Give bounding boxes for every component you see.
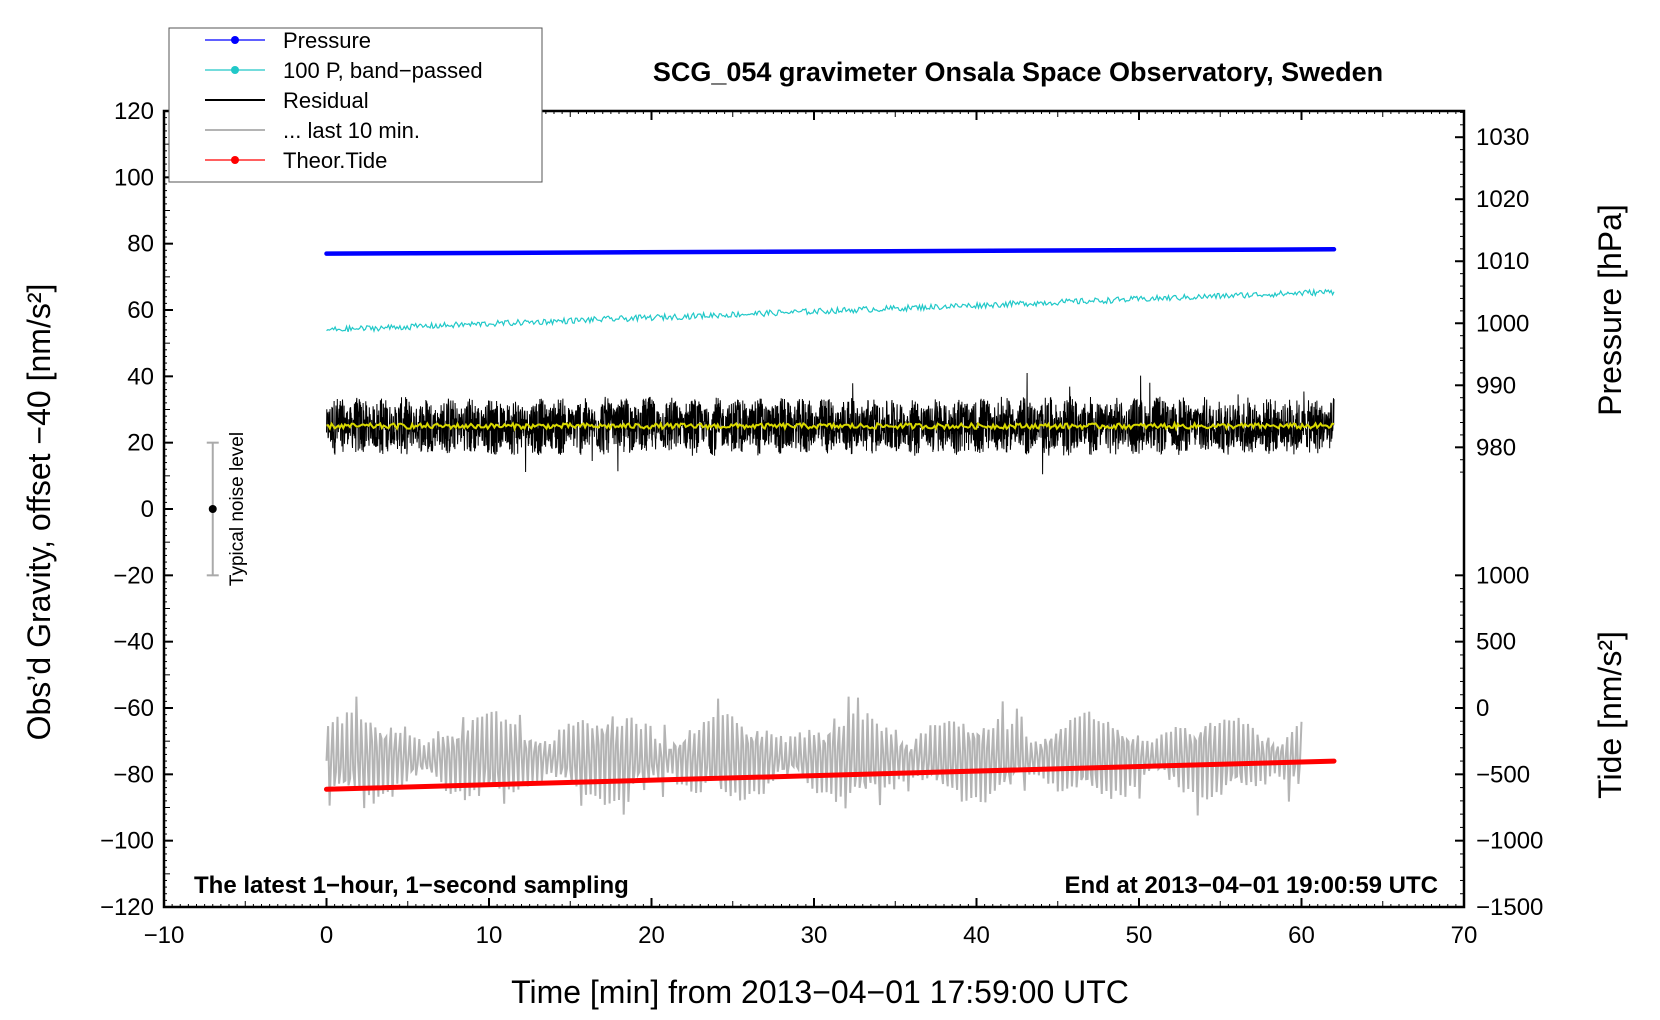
legend-label: ... last 10 min. bbox=[283, 118, 420, 143]
series-pressure-bandpassed bbox=[326, 287, 1335, 334]
pressure-tick-label: 1000 bbox=[1476, 310, 1529, 337]
noise-level-bar: Typical noise level bbox=[206, 432, 248, 586]
x-tick-label: −10 bbox=[144, 922, 185, 949]
y-tick-label: 60 bbox=[127, 297, 154, 324]
legend-label: 100 P, band−passed bbox=[283, 58, 483, 83]
legend-marker bbox=[231, 156, 239, 164]
series-residual bbox=[326, 372, 1335, 475]
noise-bar-label: Typical noise level bbox=[227, 432, 248, 586]
pressure-tick-label: 1020 bbox=[1476, 186, 1529, 213]
x-tick-label: 10 bbox=[476, 922, 503, 949]
tide-tick-label: 1000 bbox=[1476, 562, 1529, 589]
tide-tick-label: 0 bbox=[1476, 695, 1489, 722]
y-tick-label: −20 bbox=[113, 562, 154, 589]
y-tick-label: −40 bbox=[113, 629, 154, 656]
tide-tick-label: −1000 bbox=[1476, 828, 1543, 855]
legend: Pressure 100 P, band−passed Residual ... la… bbox=[168, 27, 543, 183]
x-tick-label: 60 bbox=[1288, 922, 1315, 949]
y-tick-label: −60 bbox=[113, 695, 154, 722]
y-tick-label: 100 bbox=[114, 164, 154, 191]
y-tick-label: −80 bbox=[113, 761, 154, 788]
note-end-time: End at 2013−04−01 19:00:59 UTC bbox=[1064, 872, 1438, 899]
y-tick-label: 40 bbox=[127, 363, 154, 390]
noise-bar-dot bbox=[208, 505, 217, 513]
series-pressure bbox=[324, 247, 1337, 256]
y-tick-label: 20 bbox=[127, 430, 154, 457]
y-tick-label: 0 bbox=[141, 496, 154, 523]
y-tick-label: 120 bbox=[114, 98, 154, 125]
legend-marker bbox=[231, 36, 239, 44]
series-theor-tide bbox=[324, 758, 1337, 792]
tide-tick-label: −500 bbox=[1476, 761, 1530, 788]
pressure-tick-label: 1010 bbox=[1476, 248, 1529, 275]
x-tick-label: 40 bbox=[963, 922, 990, 949]
chart-title: SCG_054 gravimeter Onsala Space Observat… bbox=[653, 57, 1383, 87]
pressure-tick-label: 1030 bbox=[1476, 124, 1529, 151]
x-tick-label: 50 bbox=[1126, 922, 1153, 949]
series-residual-smoothed bbox=[326, 420, 1335, 432]
x-tick-label: 0 bbox=[320, 922, 333, 949]
y-axis-label-tide: Tide [nm/s²] bbox=[1592, 631, 1628, 799]
note-sampling: The latest 1−hour, 1−second sampling bbox=[194, 872, 629, 899]
x-tick-label: 70 bbox=[1451, 922, 1478, 949]
y-tick-label: 80 bbox=[127, 231, 154, 258]
pressure-tick-label: 990 bbox=[1476, 372, 1516, 399]
legend-label: Pressure bbox=[283, 28, 371, 53]
series-layer bbox=[324, 247, 1337, 816]
legend-label: Residual bbox=[283, 88, 369, 113]
y-axis-label-pressure: Pressure [hPa] bbox=[1592, 204, 1628, 416]
y-tick-label: −100 bbox=[100, 828, 154, 855]
pressure-tick-label: 980 bbox=[1476, 434, 1516, 461]
x-tick-label: 20 bbox=[638, 922, 665, 949]
x-axis-label: Time [min] from 2013−04−01 17:59:00 UTC bbox=[511, 974, 1129, 1010]
tick-layer: −10 0 10 20 30 40 50 60 70−120−100−80−60−40−2002… bbox=[100, 98, 1543, 949]
legend-box bbox=[168, 27, 543, 183]
x-tick-label: 30 bbox=[801, 922, 828, 949]
y-axis-label-left: Obs’d Gravity, offset −40 [nm/s²] bbox=[21, 284, 57, 741]
tide-tick-label: 500 bbox=[1476, 629, 1516, 656]
y-tick-label: −120 bbox=[100, 894, 154, 921]
legend-label: Theor.Tide bbox=[283, 148, 387, 173]
tide-tick-label: −1500 bbox=[1476, 894, 1543, 921]
legend-marker bbox=[231, 66, 239, 74]
